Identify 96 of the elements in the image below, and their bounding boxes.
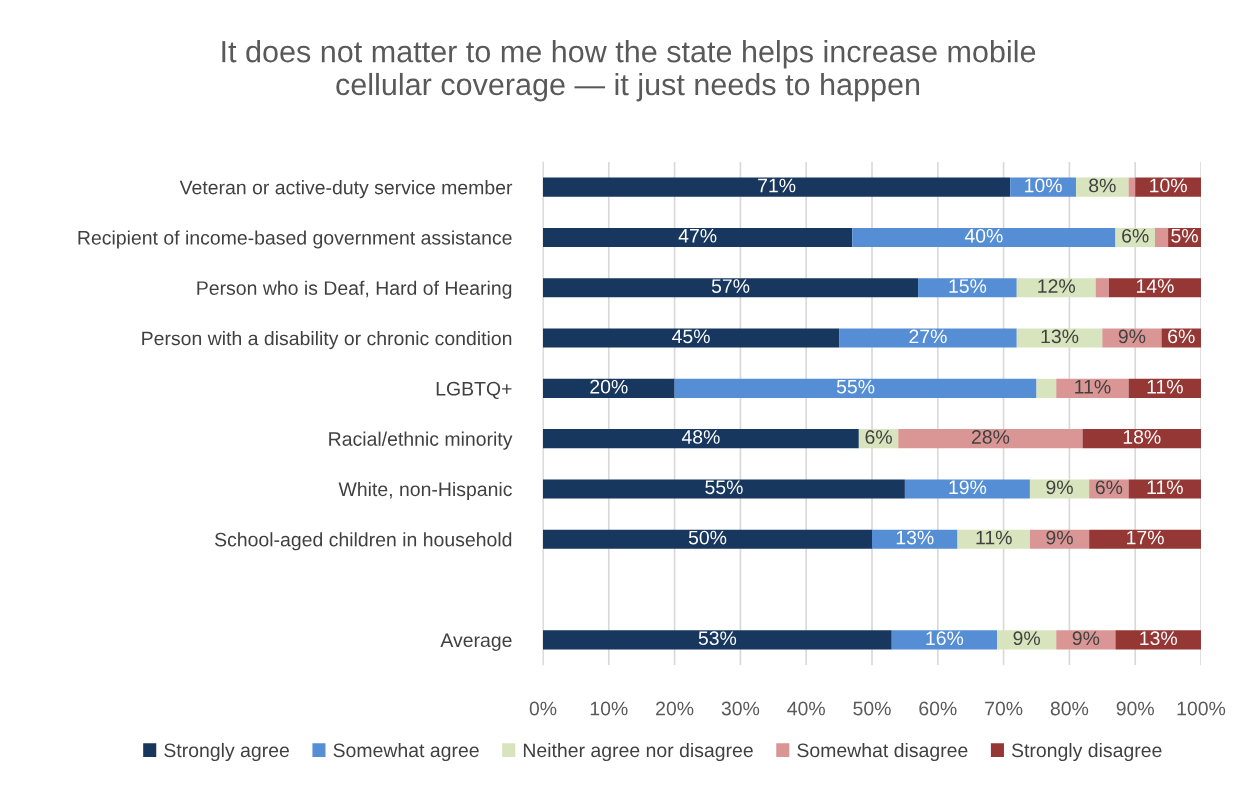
data-label: 55% [705, 480, 743, 495]
data-label: 14% [1136, 279, 1174, 293]
data-label: 13% [896, 530, 934, 545]
data-label: 5% [1171, 228, 1198, 243]
chart-title: It does not matter to me how the state helps increase mobile cellular coverage — it just needs to happen [222, 40, 1036, 102]
data-label: 50% [688, 530, 727, 545]
x-tick-label: 10% [590, 701, 628, 716]
data-label: 6% [1122, 228, 1149, 243]
data-label: 53% [698, 631, 737, 646]
bar [1128, 177, 1136, 197]
y-tick-label: Racial/ethnic minority [329, 431, 513, 450]
bar [872, 529, 958, 549]
bar [543, 479, 905, 499]
bar [918, 278, 1017, 298]
bar [1089, 529, 1201, 549]
data-label: 19% [949, 480, 987, 495]
bar [1089, 479, 1129, 499]
x-tick-label: 70% [985, 701, 1023, 716]
data-label: 9% [1046, 480, 1073, 495]
data-label: 10% [1025, 178, 1062, 193]
y-tick-label: Average [440, 633, 512, 651]
data-label: 15% [949, 279, 987, 293]
bar [1102, 328, 1162, 348]
data-label: 9% [1046, 530, 1073, 545]
data-label: 16% [926, 631, 964, 646]
data-label: 9% [1013, 631, 1040, 646]
bar [1029, 479, 1090, 499]
y-tick-label: Veteran or active-duty service member [179, 180, 513, 199]
data-label: 10% [1150, 178, 1187, 193]
data-label: 6% [865, 430, 892, 444]
bar [1056, 378, 1129, 398]
data-label: 6% [1168, 329, 1195, 344]
data-label: 71% [758, 178, 796, 193]
bar [1016, 328, 1103, 348]
x-tick-label: 50% [853, 701, 891, 716]
data-label: 57% [711, 279, 750, 293]
bar [543, 529, 872, 549]
y-tick-label: LGBTQ+ [436, 381, 512, 400]
y-tick-label: Person who is Deaf, Hard of Hearing [197, 280, 512, 299]
x-tick-label: 100% [1177, 701, 1226, 716]
data-label: 27% [909, 329, 947, 344]
legend-label: Somewhat disagree [797, 742, 968, 762]
x-tick-label: 40% [787, 701, 825, 716]
bar [1036, 378, 1057, 398]
data-label: 11% [1147, 480, 1183, 495]
bar [1082, 429, 1201, 449]
bar [543, 227, 853, 248]
data-label: 40% [964, 228, 1003, 243]
data-label: 11% [1075, 379, 1111, 394]
x-tick-label: 20% [656, 701, 694, 716]
y-tick-label: School-aged children in household [214, 532, 512, 551]
x-tick-label: 80% [1050, 701, 1089, 716]
bar [891, 630, 998, 650]
data-label: 13% [1041, 329, 1079, 344]
data-label: 45% [672, 329, 710, 344]
bar [543, 328, 840, 348]
data-label: 17% [1127, 530, 1164, 545]
data-label: 11% [1147, 379, 1183, 394]
legend-label: Neither agree nor disagree [523, 742, 753, 762]
bar [1095, 278, 1109, 298]
x-tick-label: 90% [1116, 701, 1154, 716]
x-tick-label: 30% [721, 701, 760, 716]
data-label: 28% [971, 430, 1010, 444]
bar [543, 378, 675, 398]
data-label: 9% [1118, 329, 1146, 344]
bar [543, 429, 859, 449]
bar [543, 278, 919, 298]
legend-label: Strongly disagree [1011, 742, 1162, 762]
legend-label: Strongly agree [164, 742, 289, 762]
bar [674, 378, 1037, 398]
data-label: 48% [681, 430, 720, 444]
x-tick-label: 0% [529, 701, 557, 716]
bar [1154, 227, 1169, 248]
data-label: 47% [678, 228, 717, 243]
data-label: 55% [836, 379, 875, 394]
data-label: 9% [1072, 631, 1100, 646]
data-label: 8% [1089, 178, 1116, 193]
bar [839, 328, 1017, 348]
data-label: 12% [1038, 279, 1076, 293]
bar [852, 227, 1116, 248]
y-tick-label: Person with a disability or chronic condition [142, 331, 512, 350]
y-tick-label: White, non-Hispanic [338, 481, 512, 501]
y-tick-label: Recipient of income-based government assistance [78, 230, 512, 249]
x-tick-label: 60% [919, 701, 957, 716]
data-label: 13% [1140, 631, 1177, 646]
bar [543, 630, 892, 650]
data-label: 6% [1095, 480, 1123, 495]
legend-label: Somewhat agree [333, 742, 479, 762]
bar [898, 429, 1083, 449]
bar [1115, 630, 1201, 650]
bar [543, 177, 1011, 197]
bar [1128, 479, 1201, 499]
data-label: 20% [590, 379, 628, 394]
data-label: 11% [976, 530, 1012, 545]
data-label: 18% [1123, 430, 1161, 444]
bar [904, 479, 1030, 499]
